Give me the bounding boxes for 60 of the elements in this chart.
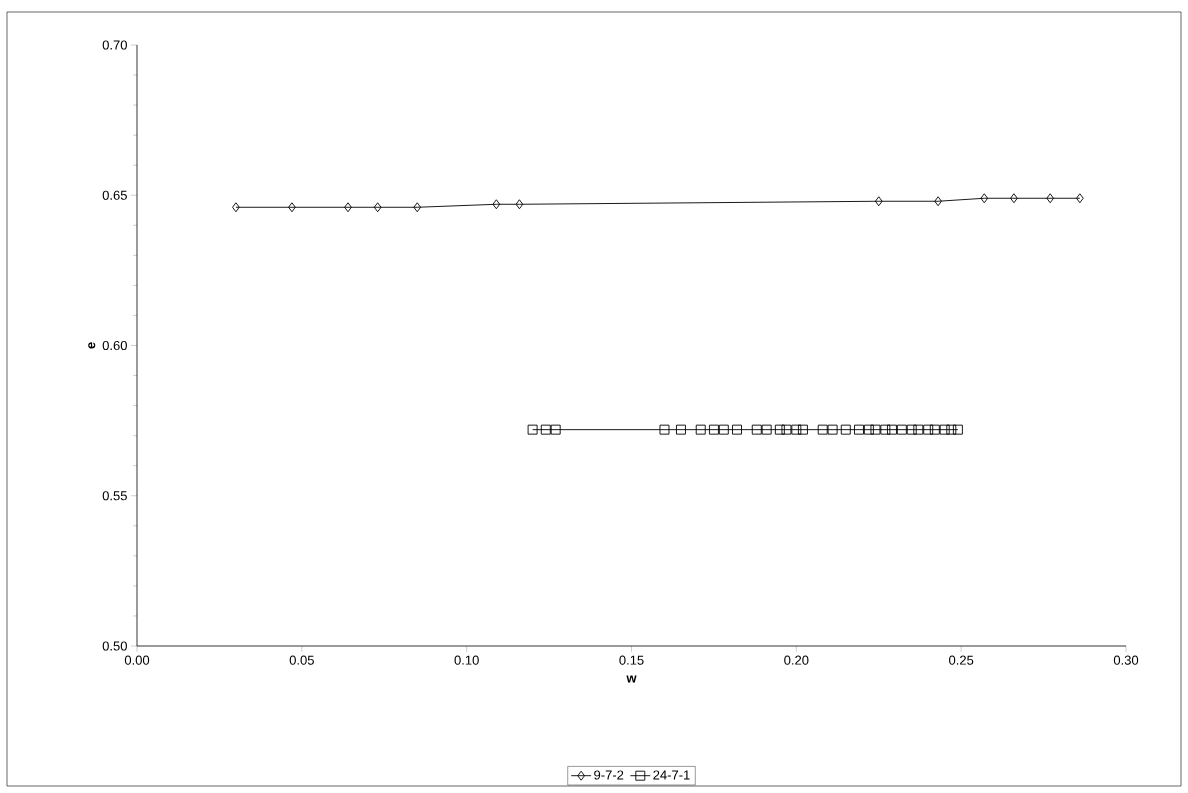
y-tick-label: 0.55 bbox=[102, 491, 127, 501]
y-tick-label: 0.70 bbox=[102, 40, 127, 50]
point bbox=[774, 424, 785, 435]
point bbox=[791, 424, 802, 435]
y-tick-label: 0.65 bbox=[102, 190, 127, 200]
point bbox=[797, 424, 808, 435]
point bbox=[840, 424, 851, 435]
point bbox=[659, 424, 670, 435]
point bbox=[527, 424, 538, 435]
point bbox=[980, 193, 989, 204]
point bbox=[373, 202, 382, 213]
point bbox=[718, 424, 729, 435]
x-tick-label: 0.00 bbox=[124, 655, 150, 665]
point bbox=[896, 424, 907, 435]
point bbox=[827, 424, 838, 435]
point bbox=[946, 424, 957, 435]
point bbox=[232, 202, 240, 213]
point bbox=[870, 424, 881, 435]
point bbox=[939, 424, 950, 435]
x-tick-label: 0.05 bbox=[289, 655, 314, 665]
point bbox=[540, 424, 551, 435]
point bbox=[1076, 193, 1084, 204]
point bbox=[781, 424, 792, 435]
point bbox=[344, 202, 352, 213]
point bbox=[288, 202, 296, 213]
point bbox=[874, 196, 883, 207]
y-tick-label: 0.60 bbox=[102, 340, 127, 351]
y-tick-label: 0.50 bbox=[102, 641, 127, 651]
x-tick-label: 0.15 bbox=[619, 655, 644, 665]
point bbox=[923, 424, 934, 435]
point bbox=[761, 424, 772, 435]
point bbox=[1046, 193, 1055, 204]
point bbox=[1010, 193, 1018, 204]
x-axis-title: w bbox=[626, 675, 637, 683]
x-tick-label: 0.10 bbox=[454, 655, 479, 665]
point bbox=[880, 424, 891, 435]
legend-label: 24-7-1 bbox=[653, 770, 690, 780]
point bbox=[492, 199, 501, 210]
point bbox=[550, 424, 561, 435]
point bbox=[732, 424, 742, 435]
point bbox=[854, 424, 864, 435]
point bbox=[913, 424, 924, 435]
point bbox=[708, 424, 719, 435]
point bbox=[413, 202, 422, 213]
y-axis-title: e bbox=[88, 342, 96, 349]
x-tick-label: 0.25 bbox=[949, 655, 974, 665]
legend-label: 9-7-2 bbox=[594, 770, 624, 780]
point bbox=[906, 424, 917, 435]
point bbox=[676, 424, 686, 435]
point bbox=[886, 424, 897, 435]
point bbox=[817, 424, 828, 435]
point bbox=[934, 196, 942, 207]
point bbox=[751, 424, 762, 435]
point bbox=[695, 424, 706, 435]
point bbox=[952, 424, 963, 435]
x-tick-label: 0.20 bbox=[784, 655, 809, 665]
point bbox=[515, 199, 524, 210]
point bbox=[863, 424, 874, 435]
x-tick-label: 0.30 bbox=[1113, 655, 1139, 665]
point bbox=[929, 424, 940, 435]
